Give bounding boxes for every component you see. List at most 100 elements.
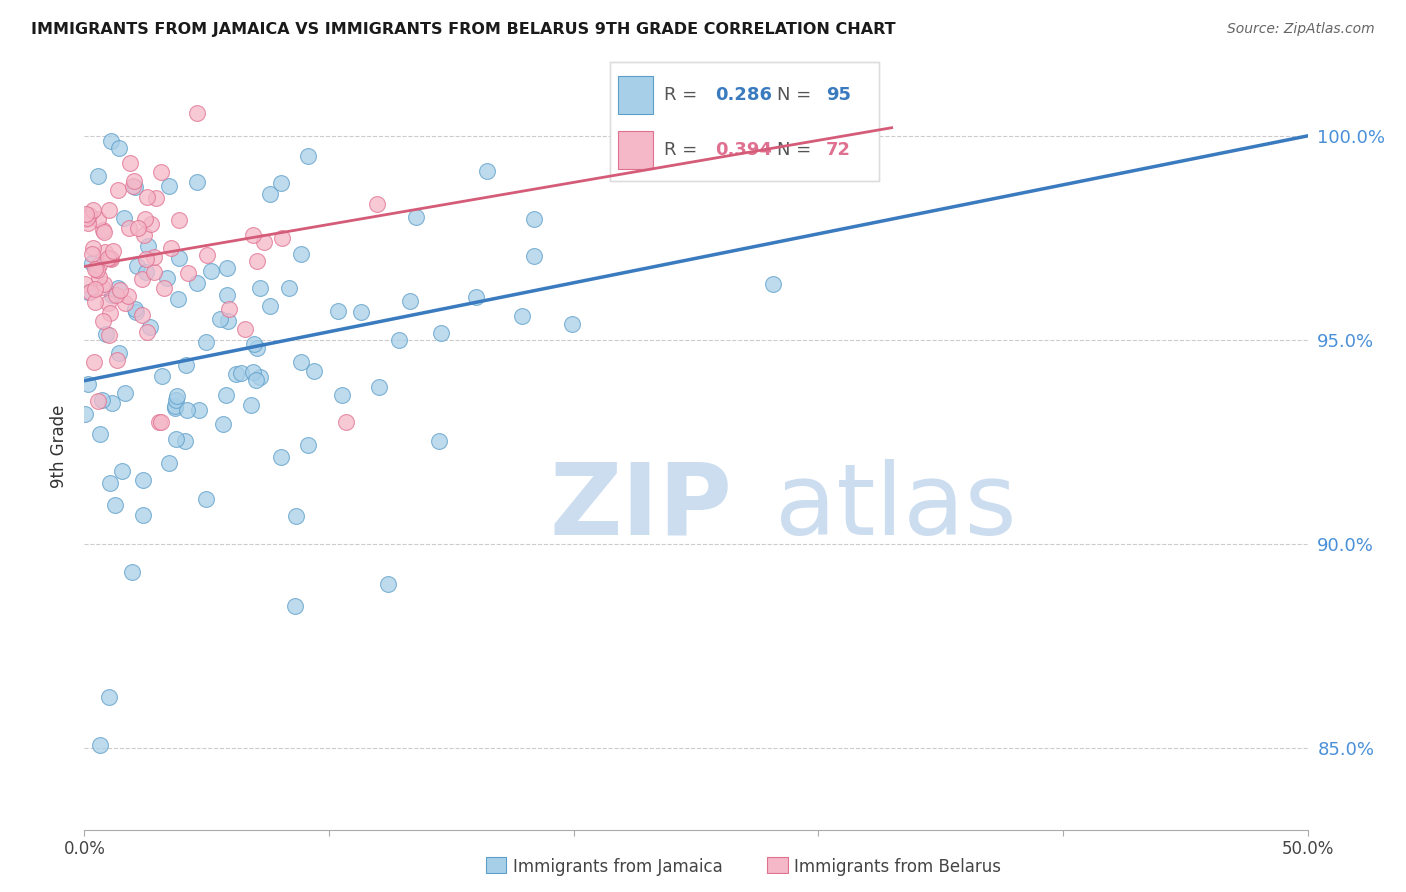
Point xyxy=(124,305,146,319)
Point xyxy=(252,235,274,250)
Point xyxy=(101,244,124,258)
Point xyxy=(138,320,160,334)
Point xyxy=(75,407,97,421)
Point xyxy=(246,254,269,268)
Point xyxy=(163,399,186,413)
Point xyxy=(215,287,238,301)
Point xyxy=(229,366,252,380)
Point xyxy=(249,281,271,295)
Point xyxy=(242,228,264,243)
Point xyxy=(77,285,100,299)
Point xyxy=(270,450,292,464)
Point xyxy=(157,178,180,193)
Point xyxy=(118,155,141,169)
Point xyxy=(200,264,222,278)
Point xyxy=(75,212,97,227)
Point xyxy=(167,213,190,227)
Text: ZIP: ZIP xyxy=(550,458,733,556)
Point xyxy=(177,265,200,279)
Point xyxy=(100,134,122,148)
Point xyxy=(218,302,240,317)
Point xyxy=(188,402,211,417)
Point xyxy=(79,285,101,299)
Point xyxy=(284,599,307,613)
Point xyxy=(82,241,104,255)
Point xyxy=(136,325,159,339)
Point xyxy=(249,370,271,384)
Point xyxy=(560,317,582,331)
Point xyxy=(145,191,167,205)
Point xyxy=(330,388,353,402)
Point xyxy=(290,355,312,369)
Point xyxy=(297,438,319,452)
Point xyxy=(80,247,103,261)
Point xyxy=(167,251,190,265)
Point xyxy=(132,473,155,487)
Point xyxy=(150,415,173,429)
Point xyxy=(366,197,388,211)
Point xyxy=(87,258,110,272)
Point xyxy=(97,251,120,265)
Point xyxy=(87,169,110,183)
Point xyxy=(368,380,391,394)
Point xyxy=(117,289,139,303)
Point xyxy=(215,260,238,275)
Point xyxy=(186,276,208,290)
Point xyxy=(270,231,292,245)
Point xyxy=(122,174,145,188)
Point xyxy=(523,249,546,263)
Point xyxy=(225,367,247,381)
Point xyxy=(124,179,146,194)
Point xyxy=(135,265,157,279)
Point xyxy=(98,690,121,704)
Point xyxy=(166,292,188,306)
Point xyxy=(399,294,422,309)
Point xyxy=(388,333,411,347)
Point xyxy=(136,238,159,252)
Point xyxy=(136,189,159,203)
Point xyxy=(118,220,141,235)
Point xyxy=(105,353,128,368)
Point xyxy=(239,398,262,412)
Point xyxy=(186,175,208,189)
Point xyxy=(112,211,135,226)
Point xyxy=(176,358,198,372)
Point xyxy=(208,312,231,326)
Point xyxy=(135,252,157,266)
Point xyxy=(86,263,108,277)
Point xyxy=(87,211,110,226)
Point xyxy=(91,223,114,237)
Point xyxy=(98,251,121,265)
Point xyxy=(76,376,98,391)
Point xyxy=(143,251,166,265)
Y-axis label: 9th Grade: 9th Grade xyxy=(49,404,67,488)
Point xyxy=(87,394,110,409)
Point xyxy=(131,272,153,286)
Point xyxy=(83,261,105,276)
Point xyxy=(165,401,187,415)
Point xyxy=(107,183,129,197)
Point xyxy=(211,417,233,431)
Point xyxy=(96,326,118,341)
Point xyxy=(477,164,499,178)
Point xyxy=(195,248,218,262)
Point xyxy=(150,369,173,384)
Point xyxy=(127,221,149,235)
Point xyxy=(245,373,267,387)
Text: Source: ZipAtlas.com: Source: ZipAtlas.com xyxy=(1227,22,1375,37)
Point xyxy=(134,211,156,226)
Point xyxy=(131,308,153,322)
Point xyxy=(762,277,785,291)
Point xyxy=(278,281,301,295)
Point xyxy=(104,498,127,512)
Point xyxy=(76,211,98,226)
Point xyxy=(107,281,129,295)
Point xyxy=(98,475,121,490)
Point xyxy=(195,491,218,506)
Point xyxy=(127,259,149,273)
Point xyxy=(80,256,103,270)
Point xyxy=(377,577,399,591)
Point xyxy=(108,140,131,154)
Point xyxy=(89,270,111,285)
Text: IMMIGRANTS FROM JAMAICA VS IMMIGRANTS FROM BELARUS 9TH GRADE CORRELATION CHART: IMMIGRANTS FROM JAMAICA VS IMMIGRANTS FR… xyxy=(31,22,896,37)
